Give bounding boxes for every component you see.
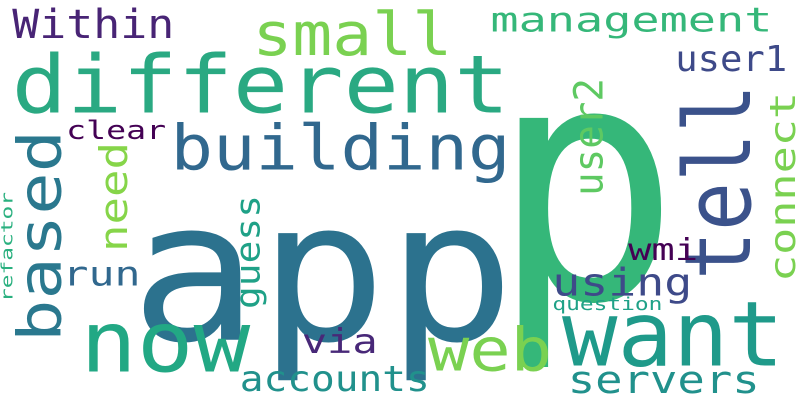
word-management: management	[490, 0, 772, 40]
word-small: small	[252, 0, 452, 70]
word-based: based	[5, 130, 75, 342]
word-user1: user1	[675, 39, 787, 80]
word-web: web	[427, 314, 552, 385]
word-need: need	[92, 142, 138, 252]
word-accounts: accounts	[239, 359, 430, 400]
word-clear: clear	[66, 116, 166, 146]
word-wmi: wmi	[628, 233, 698, 268]
word-connect: connect	[763, 92, 800, 282]
word-p: p	[490, 0, 680, 377]
word-building: building	[169, 112, 510, 186]
word-using: using	[551, 261, 692, 305]
word-want: want	[561, 281, 784, 388]
word-app: app	[129, 158, 515, 386]
word-via: via	[301, 322, 378, 362]
word-different: different	[11, 38, 510, 132]
word-run: run	[63, 255, 141, 294]
word-guess: guess	[228, 195, 269, 309]
word-within: Within	[12, 2, 174, 48]
word-user2: user2	[566, 78, 613, 196]
word-now: now	[80, 292, 250, 392]
word-question: question	[551, 294, 662, 315]
word-servers: servers	[568, 358, 760, 400]
word-refactor: refactor	[0, 192, 17, 302]
